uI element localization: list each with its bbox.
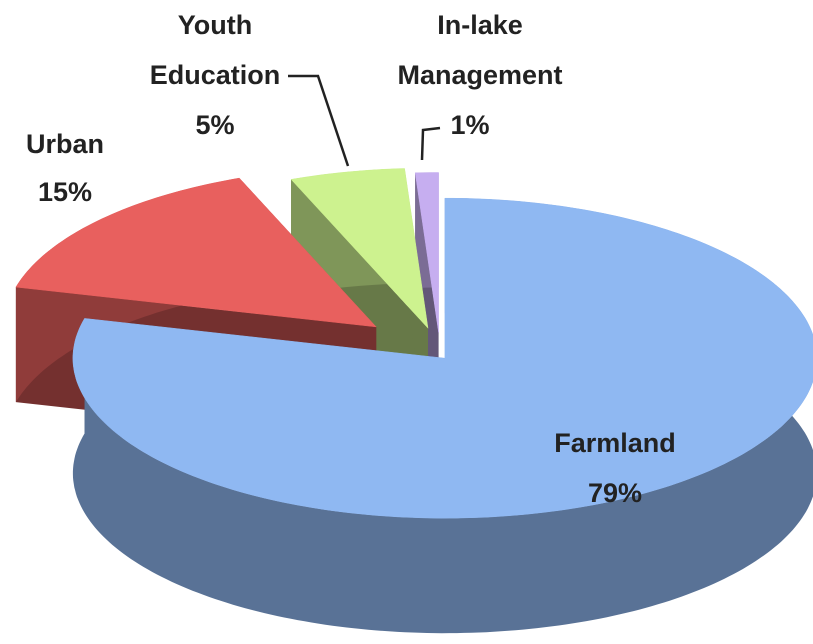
leader-line <box>288 74 350 167</box>
category-label: In-lake Management <box>397 10 563 90</box>
value-label: 15% <box>37 177 93 207</box>
slices <box>15 168 813 634</box>
value-label: 5% <box>195 110 235 140</box>
slice-label: Urban 15% <box>0 120 130 216</box>
slice <box>414 172 439 333</box>
category-label: Urban <box>25 129 104 159</box>
value-label: 1% <box>450 110 490 140</box>
slice <box>15 177 377 328</box>
slice <box>290 168 429 329</box>
category-label: Youth Education <box>149 10 281 90</box>
slice <box>72 197 813 519</box>
slice-label: Youth Education 5% <box>140 0 290 150</box>
leader-line <box>420 126 441 161</box>
category-label: Farmland <box>554 428 676 458</box>
slice-label: Farmland 79% <box>520 418 710 518</box>
value-label: 79% <box>587 478 643 508</box>
